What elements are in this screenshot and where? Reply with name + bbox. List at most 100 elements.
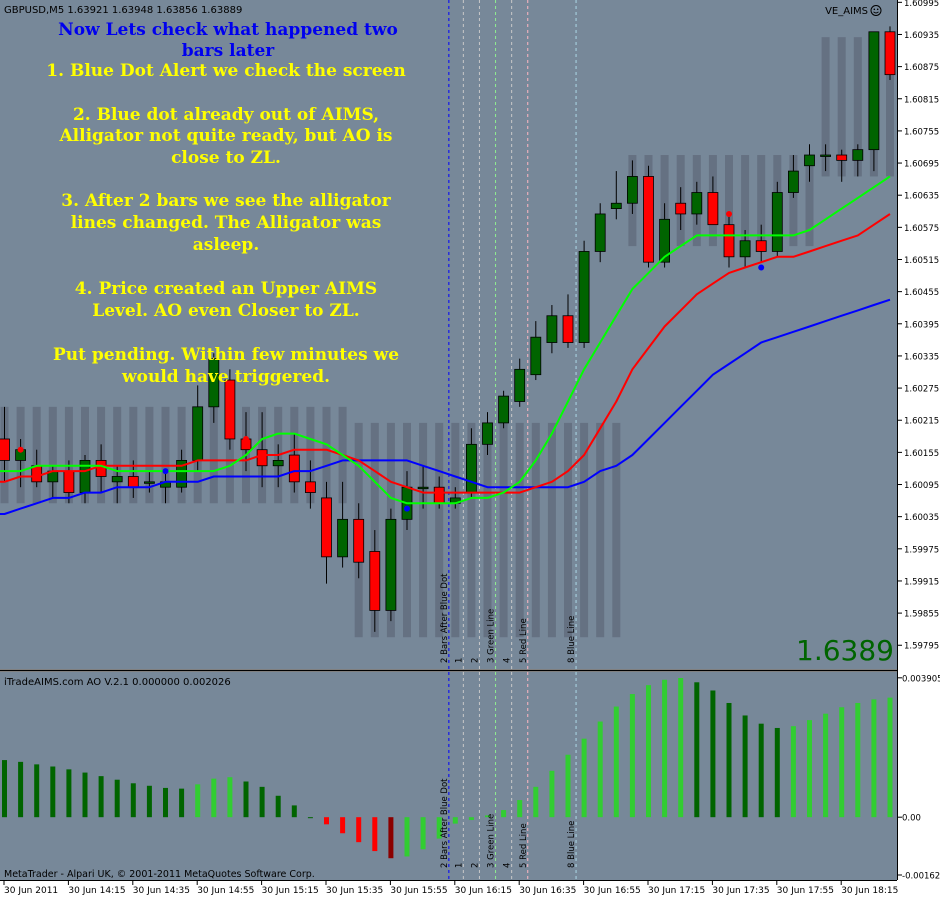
annotation-title-line: Now Lets check what happened two xyxy=(58,20,398,40)
aims-level-bar xyxy=(531,422,540,638)
symbol-header: GBPUSD,M5 1.63921 1.63948 1.63856 1.6388… xyxy=(4,5,242,16)
vertical-marker-lines xyxy=(448,0,577,880)
candle xyxy=(514,358,526,407)
price-tick-label: 1.59795 xyxy=(904,642,939,652)
candle-body xyxy=(578,251,590,343)
ao-bar xyxy=(243,781,249,818)
candle xyxy=(0,406,10,482)
candle xyxy=(836,149,848,182)
candle-body xyxy=(771,192,783,252)
candle-body xyxy=(852,149,864,161)
ao-bar xyxy=(629,694,635,818)
time-tick-label: 30 Jun 16:15 xyxy=(455,886,512,896)
alert-dot xyxy=(404,505,410,512)
candle xyxy=(562,294,574,348)
candle xyxy=(868,31,880,172)
ao-bar xyxy=(130,783,136,818)
price-tick-label: 1.60515 xyxy=(904,256,939,266)
aims-level-bar xyxy=(306,406,315,504)
aims-level-bar xyxy=(853,37,862,177)
price-tick-label: 1.59975 xyxy=(904,545,939,555)
alligator-lips-line xyxy=(0,175,891,505)
price-pane-background xyxy=(0,0,897,669)
price-tick-label: 1.60995 xyxy=(904,0,939,9)
aims-level-bar xyxy=(515,422,524,638)
candle-body xyxy=(755,240,767,252)
ao-bar xyxy=(163,787,168,818)
annotation-body-line: 3. After 2 bars we see the alligator xyxy=(61,191,391,211)
candle-body xyxy=(433,486,445,504)
ao-bar xyxy=(98,776,104,818)
candle xyxy=(675,187,687,231)
aims-level-bar xyxy=(483,422,492,638)
annotation-body-line: lines changed. The Alligator was xyxy=(71,213,382,233)
candle-body xyxy=(337,518,349,558)
ao-bar xyxy=(2,760,7,818)
candle-body xyxy=(627,176,638,204)
ao-bar xyxy=(227,777,233,818)
candle-body xyxy=(95,460,107,477)
candle-body xyxy=(63,470,75,493)
annotation-body-line: asleep. xyxy=(193,235,259,255)
vertical-marker-labels: 2 Bars After Blue Dot 2 Bars After Blue D… xyxy=(440,573,577,868)
alert-dot xyxy=(243,435,249,442)
candle-body xyxy=(417,486,429,490)
aims-level-bar xyxy=(322,406,331,504)
time-tick-label: 30 Jun 18:15 xyxy=(841,886,898,896)
time-tick-label: 30 Jun 15:15 xyxy=(262,886,319,896)
ao-bar xyxy=(726,702,732,818)
candle-body xyxy=(143,481,155,484)
ao-bar xyxy=(420,817,426,850)
vertical-marker-label: 4 xyxy=(503,658,513,663)
price-tick-label: 1.60755 xyxy=(904,127,939,137)
ao-bar xyxy=(662,679,668,818)
candle-body xyxy=(321,497,332,558)
ao-bar xyxy=(372,817,378,852)
candle-body xyxy=(530,336,542,376)
price-tick-label: 1.60695 xyxy=(904,160,939,170)
candle xyxy=(546,305,558,354)
ao-bar xyxy=(646,685,651,818)
aims-level-bar xyxy=(113,406,122,504)
candle-body xyxy=(0,438,10,461)
candle-body xyxy=(224,379,236,440)
ao-bar xyxy=(211,778,217,818)
aims-level-bar xyxy=(805,155,814,247)
price-tick-label: 1.60935 xyxy=(904,31,939,41)
candle-body xyxy=(482,422,493,445)
candle xyxy=(224,369,236,450)
ao-bar xyxy=(436,817,442,839)
aims-level-bar xyxy=(161,406,170,504)
ao-bar xyxy=(195,784,201,818)
annotation-text: Now Lets check what happened two bars la… xyxy=(46,20,405,387)
ao-bar xyxy=(259,786,265,818)
candle xyxy=(369,530,381,632)
candle xyxy=(820,144,831,172)
candle-body xyxy=(111,476,123,483)
ao-bar xyxy=(179,788,185,818)
ao-bar xyxy=(82,772,88,818)
annotation-title-line: bars later xyxy=(182,41,275,61)
ao-bar xyxy=(855,702,861,818)
time-tick-label: 30 Jun 16:55 xyxy=(584,886,641,896)
candle-body xyxy=(176,460,188,488)
ao-tick-label: -0.00162 xyxy=(902,872,940,882)
candle-body xyxy=(562,315,574,343)
ao-axis-ticks: 0.003905 0.00 -0.00162 xyxy=(897,674,940,882)
ao-bar xyxy=(758,723,764,818)
ao-tick-label: 0.00 xyxy=(902,814,921,824)
candle-body xyxy=(868,31,880,151)
price-tick-label: 1.60575 xyxy=(904,224,939,234)
ao-bar xyxy=(678,678,684,818)
alert-dot xyxy=(758,264,765,271)
candle-body xyxy=(707,192,719,226)
ao-bar xyxy=(581,738,587,818)
price-tick-label: 1.59855 xyxy=(904,610,939,620)
time-tick-label: 30 Jun 15:55 xyxy=(390,886,447,896)
ao-bar xyxy=(790,726,796,818)
vertical-marker-label: 1 xyxy=(454,658,464,663)
candle-body xyxy=(594,213,606,252)
candle xyxy=(530,321,542,381)
